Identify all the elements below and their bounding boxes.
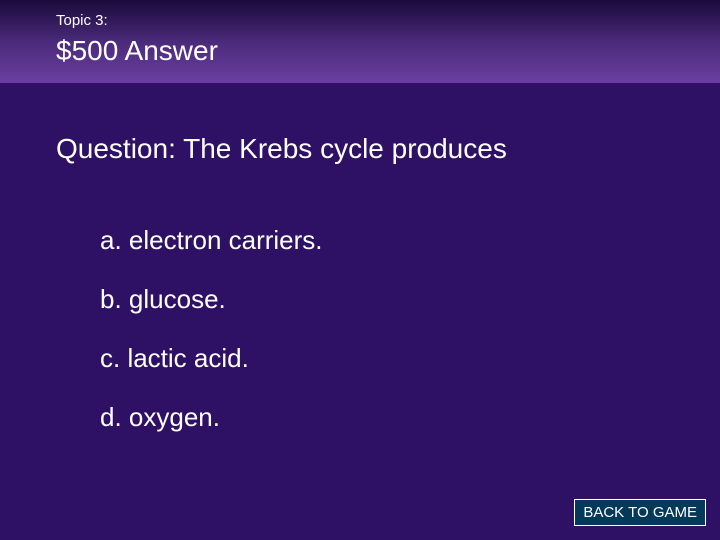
options-list: a. electron carriers. b. glucose. c. lac… [56, 225, 664, 433]
topic-label: Topic 3: [0, 12, 720, 35]
slide-header: Topic 3: $500 Answer [0, 0, 720, 83]
option-a: a. electron carriers. [100, 225, 664, 256]
slide-content: Question: The Krebs cycle produces a. el… [0, 83, 720, 433]
option-b: b. glucose. [100, 284, 664, 315]
value-answer-label: $500 Answer [0, 35, 720, 67]
question-text: Question: The Krebs cycle produces [56, 133, 664, 165]
option-d: d. oxygen. [100, 402, 664, 433]
option-c: c. lactic acid. [100, 343, 664, 374]
back-to-game-button[interactable]: BACK TO GAME [574, 499, 706, 526]
